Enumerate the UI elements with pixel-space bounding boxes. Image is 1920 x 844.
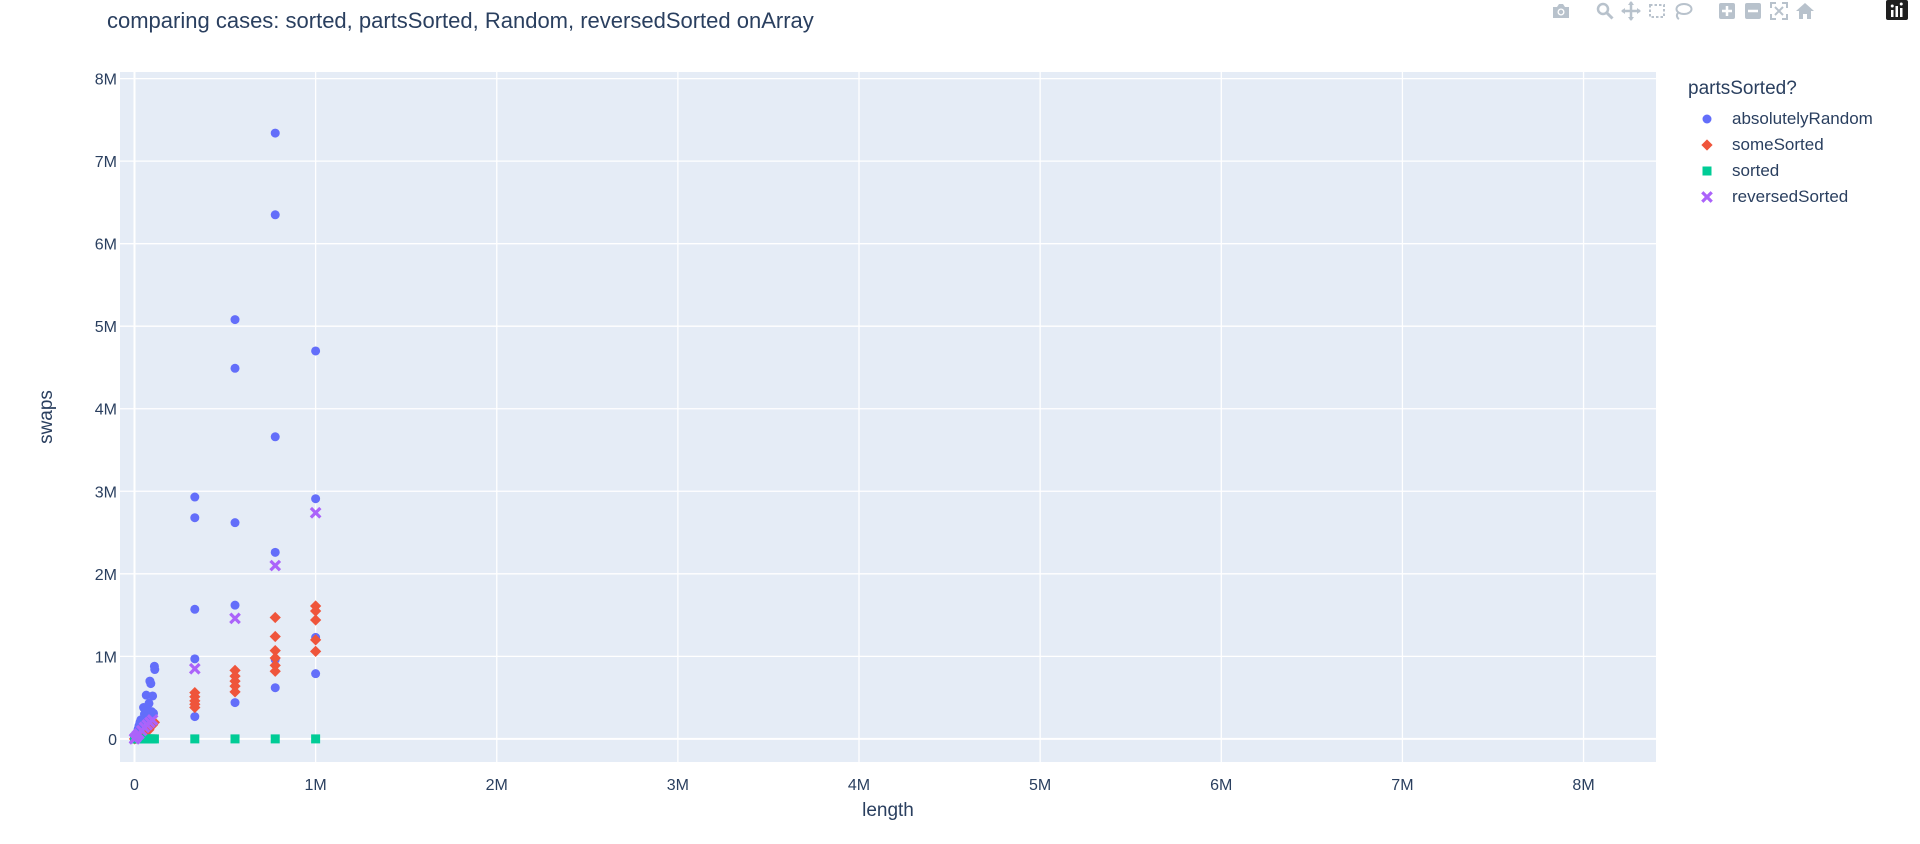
data-point-someSorted[interactable] <box>269 611 281 624</box>
legend-item-someSorted[interactable]: someSorted <box>1688 132 1873 158</box>
legend-items: absolutelyRandom someSorted sorted reversed… <box>1688 106 1873 210</box>
data-point-absolutelyRandom[interactable] <box>230 363 240 373</box>
data-point-absolutelyRandom[interactable] <box>190 604 200 614</box>
y-tick-label: 3M <box>95 484 117 501</box>
data-point-someSorted[interactable] <box>309 614 322 626</box>
data-point-absolutelyRandom[interactable] <box>230 600 240 610</box>
y-tick-label: 5M <box>95 319 117 336</box>
data-point-absolutelyRandom[interactable] <box>190 492 200 502</box>
legend-label: absolutelyRandom <box>1732 109 1873 128</box>
x-tick-label: 2M <box>486 777 508 794</box>
data-point-someSorted[interactable] <box>309 645 322 658</box>
legend-marker-diamond-icon <box>1701 139 1713 151</box>
legend-marker-square-icon <box>1702 166 1712 176</box>
legend-marker-circle-icon <box>1702 114 1712 124</box>
data-point-someSorted[interactable] <box>309 634 322 646</box>
legend-label: someSorted <box>1732 135 1824 154</box>
data-point-someSorted[interactable] <box>229 664 241 677</box>
x-tick-label: 4M <box>848 777 870 794</box>
data-point-someSorted[interactable] <box>269 630 281 643</box>
legend-label: sorted <box>1732 161 1780 180</box>
data-point-reversedSorted[interactable] <box>146 714 159 726</box>
data-point-someSorted[interactable] <box>269 652 281 664</box>
x-tick-label: 8M <box>1572 777 1594 794</box>
y-tick-label: 4M <box>95 402 117 419</box>
data-point-someSorted[interactable] <box>229 680 241 692</box>
plot-area[interactable] <box>120 72 1656 762</box>
data-point-absolutelyRandom[interactable] <box>270 547 280 557</box>
data-point-absolutelyRandom[interactable] <box>270 432 280 442</box>
data-point-reversedSorted[interactable] <box>309 506 322 519</box>
data-point-absolutelyRandom[interactable] <box>146 679 156 689</box>
data-point-absolutelyRandom[interactable] <box>190 712 200 722</box>
y-tick-label: 2M <box>95 567 117 584</box>
y-axis-title: swaps <box>36 390 57 444</box>
data-point-absolutelyRandom[interactable] <box>311 669 321 679</box>
data-point-reversedSorted[interactable] <box>188 662 201 675</box>
data-point-someSorted[interactable] <box>269 644 281 657</box>
y-tick-label: 7M <box>95 154 117 171</box>
camera-icon[interactable] <box>1550 0 1572 22</box>
data-point-absolutelyRandom[interactable] <box>270 210 280 220</box>
legend-item-sorted[interactable]: sorted <box>1688 158 1873 184</box>
data-point-absolutelyRandom[interactable] <box>311 494 321 504</box>
zoom-out-icon[interactable] <box>1742 0 1764 22</box>
pan-icon[interactable] <box>1620 0 1642 22</box>
y-tick-label: 6M <box>95 237 117 254</box>
tick-layer: 0 1M 2M 3M 4M 5M 6M 7M 8M 0 1M 2M 3M 4M 5M 6M 7M 8M <box>95 72 1595 794</box>
lasso-select-icon[interactable] <box>1672 0 1694 22</box>
data-point-absolutelyRandom[interactable] <box>190 654 200 664</box>
legend-label: reversedSorted <box>1732 187 1849 206</box>
series-reversedSorted <box>128 506 322 745</box>
x-tick-label: 3M <box>667 777 689 794</box>
data-point-reversedSorted[interactable] <box>269 559 282 572</box>
x-tick-label: 6M <box>1210 777 1232 794</box>
data-point-sorted[interactable] <box>270 734 280 744</box>
y-tick-label: 1M <box>95 649 117 666</box>
chart-title: comparing cases: sorted, partsSorted, Ra… <box>107 8 814 33</box>
marker-layer <box>128 128 322 745</box>
data-point-absolutelyRandom[interactable] <box>230 518 240 528</box>
data-point-sorted[interactable] <box>230 734 240 744</box>
legend-marker-x-icon <box>1701 191 1713 203</box>
legend-title: partsSorted? <box>1688 78 1797 99</box>
x-tick-label: 0 <box>130 777 139 794</box>
legend-item-reversedSorted[interactable]: reversedSorted <box>1688 184 1873 210</box>
data-point-absolutelyRandom[interactable] <box>144 698 154 708</box>
data-point-sorted[interactable] <box>190 734 200 744</box>
x-axis-title: length <box>862 800 914 821</box>
legend-item-absolutelyRandom[interactable]: absolutelyRandom <box>1688 106 1873 132</box>
data-point-absolutelyRandom[interactable] <box>270 683 280 693</box>
zoom-icon[interactable] <box>1594 0 1616 22</box>
data-point-sorted[interactable] <box>311 734 321 744</box>
x-tick-label: 1M <box>305 777 327 794</box>
data-point-absolutelyRandom[interactable] <box>270 128 280 138</box>
data-point-absolutelyRandom[interactable] <box>150 665 160 675</box>
autoscale-icon[interactable] <box>1768 0 1790 22</box>
data-point-someSorted[interactable] <box>269 665 281 677</box>
legend: partsSorted? absolutelyRandom someSorted s… <box>1688 78 1873 210</box>
x-tick-label: 7M <box>1391 777 1413 794</box>
data-point-absolutelyRandom[interactable] <box>311 346 321 356</box>
data-point-absolutelyRandom[interactable] <box>230 315 240 325</box>
y-tick-label: 0 <box>108 732 117 749</box>
reset-axes-icon[interactable] <box>1794 0 1816 22</box>
data-point-sorted[interactable] <box>149 734 159 744</box>
x-tick-label: 5M <box>1029 777 1051 794</box>
data-point-absolutelyRandom[interactable] <box>230 698 240 708</box>
zoom-in-icon[interactable] <box>1716 0 1738 22</box>
modebar <box>1550 0 1920 22</box>
box-select-icon[interactable] <box>1646 0 1668 22</box>
data-point-someSorted[interactable] <box>189 701 201 714</box>
data-point-absolutelyRandom[interactable] <box>148 691 158 701</box>
data-point-reversedSorted[interactable] <box>229 612 241 625</box>
data-point-absolutelyRandom[interactable] <box>190 513 200 523</box>
grid-layer <box>120 72 1656 762</box>
data-point-someSorted[interactable] <box>229 686 241 698</box>
plotly-logo-icon[interactable] <box>1886 0 1908 20</box>
y-tick-label: 8M <box>95 72 117 89</box>
data-point-someSorted[interactable] <box>269 659 281 672</box>
data-point-someSorted[interactable] <box>309 605 322 617</box>
